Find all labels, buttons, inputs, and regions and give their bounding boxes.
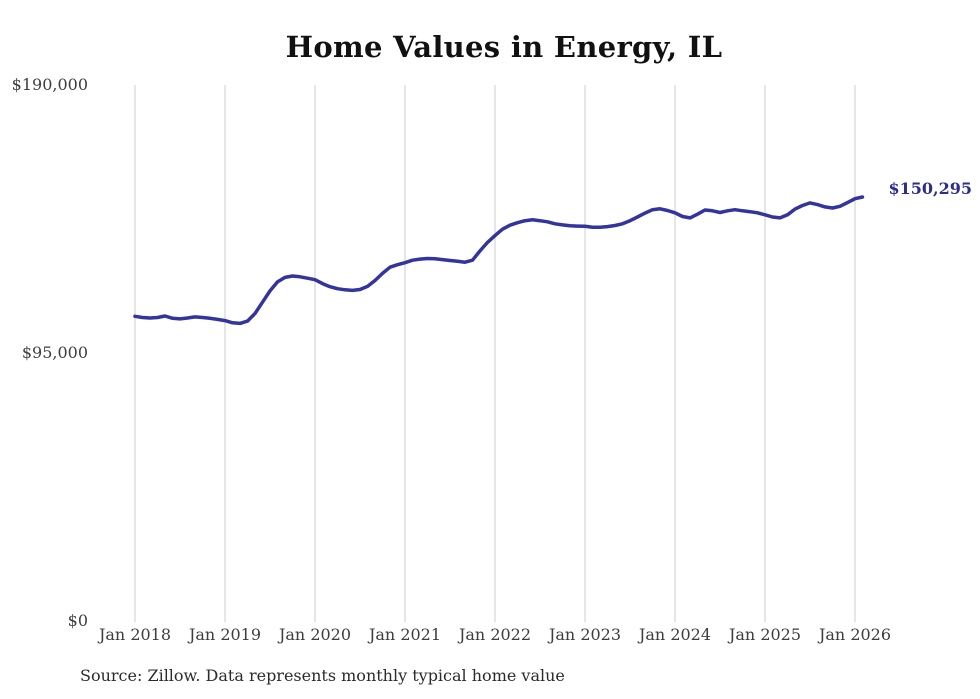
x-tick-label: Jan 2019 bbox=[188, 625, 262, 644]
x-tick-label: Jan 2020 bbox=[278, 625, 352, 644]
x-tick-label: Jan 2018 bbox=[98, 625, 172, 644]
y-tick-label-0: $0 bbox=[67, 611, 88, 630]
x-tick-label: Jan 2025 bbox=[728, 625, 802, 644]
x-tick-label: Jan 2024 bbox=[638, 625, 712, 644]
latest-value-label: $150,295 bbox=[888, 179, 973, 198]
x-tick-label: Jan 2021 bbox=[368, 625, 442, 644]
chart-title: Home Values in Energy, IL bbox=[285, 30, 723, 64]
source-attribution: Source: Zillow. Data represents monthly … bbox=[80, 666, 565, 685]
x-tick-label: Jan 2023 bbox=[548, 625, 622, 644]
home-value-line bbox=[133, 195, 865, 326]
x-tick-label: Jan 2026 bbox=[818, 625, 892, 644]
x-tick-label: Jan 2022 bbox=[458, 625, 532, 644]
y-tick-label-190000: $190,000 bbox=[11, 75, 88, 94]
y-tick-label-95000: $95,000 bbox=[21, 343, 88, 362]
